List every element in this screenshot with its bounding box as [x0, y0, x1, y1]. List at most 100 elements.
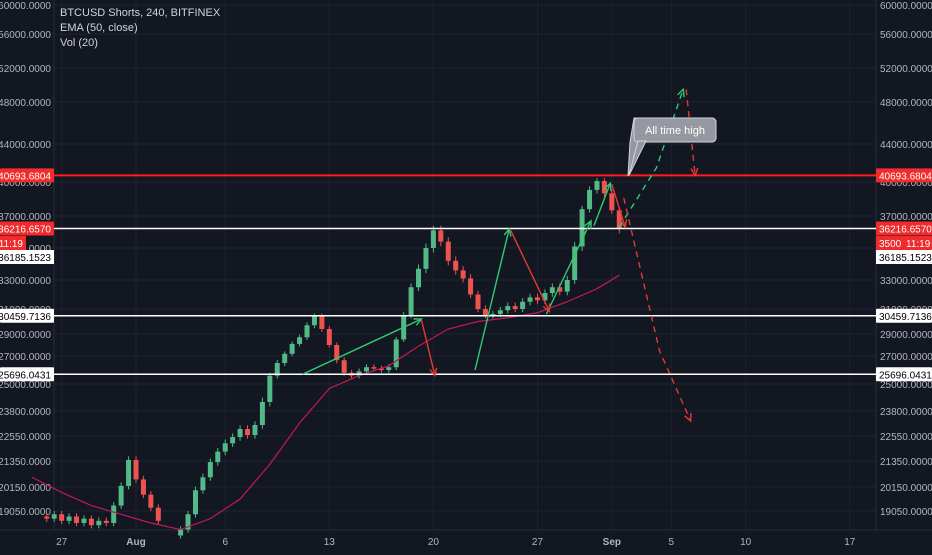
level-price-tag — [876, 308, 932, 323]
candle-body — [207, 462, 213, 478]
candle-body — [475, 294, 481, 309]
swing-arrow-up-head — [503, 227, 512, 237]
level-price-tag — [876, 221, 932, 236]
candle-body — [460, 270, 466, 279]
y-tick-label-right: 56000.0000 — [880, 30, 932, 41]
y-tick-label-right: 60000.0000 — [880, 1, 932, 12]
swing-arrow-up-head — [584, 219, 592, 229]
swing-arrow-down — [611, 184, 626, 228]
candle-body — [81, 518, 87, 523]
swing-arrow-down-head — [542, 303, 551, 313]
candle-body — [282, 353, 288, 363]
candle-body — [311, 316, 317, 326]
candle-body — [245, 429, 251, 435]
candle-body — [111, 505, 117, 523]
swing-arrow-up — [302, 318, 422, 375]
level-price-label: 25696.0431 — [879, 370, 932, 381]
projection-down-arrow — [623, 197, 692, 422]
candle-body — [200, 477, 206, 491]
y-tick-label-right: 52000.0000 — [880, 64, 932, 75]
candle-body — [178, 529, 184, 536]
candle-body — [572, 246, 578, 280]
candle-body — [557, 287, 563, 292]
y-tick-label-left: 33000.0000 — [0, 276, 51, 287]
callout-box — [633, 117, 717, 143]
y-tick-label-left: 37000.0000 — [0, 212, 51, 223]
level-price-label: 25696.0431 — [0, 370, 51, 381]
candle-body — [304, 325, 310, 338]
candle-body — [88, 518, 94, 526]
candle-body — [252, 425, 258, 435]
y-tick-label-right: 33000.0000 — [880, 276, 932, 287]
candle-body — [423, 248, 429, 269]
price-tag-label: 11:19 — [0, 239, 23, 250]
level-price-label: 30459.7136 — [0, 312, 51, 323]
candle-body — [51, 514, 57, 519]
candle-body — [408, 287, 414, 316]
candle-body — [140, 479, 146, 495]
candle-body — [222, 443, 228, 452]
swing-arrow-up-head — [413, 318, 423, 326]
level-price-label: 36216.6570 — [879, 225, 932, 236]
y-tick-label-left: 21350.0000 — [0, 457, 51, 468]
level-price-tag — [876, 367, 932, 382]
candle-body — [609, 193, 615, 211]
candle-body — [185, 514, 191, 530]
candle-body — [393, 339, 399, 368]
candle-body — [438, 230, 444, 242]
price-tag-label: 36185.1523 — [0, 253, 51, 264]
level-price-label: 36216.6570 — [0, 225, 51, 236]
x-tick-label: 10 — [740, 537, 752, 548]
y-tick-label-right: 29000.0000 — [880, 330, 932, 341]
candle-body — [289, 343, 295, 354]
candle-body — [527, 297, 533, 302]
swing-arrow-down-head — [429, 367, 438, 378]
candle-body — [334, 345, 340, 361]
price-tag — [0, 250, 54, 264]
y-tick-label-left: 22550.0000 — [0, 432, 51, 443]
y-tick-label-left: 52000.0000 — [0, 64, 51, 75]
x-tick-label: 13 — [324, 537, 336, 548]
chart-legend: BTCUSD Shorts, 240, BITFINEX EMA (50, cl… — [60, 6, 220, 51]
y-tick-label-right: 48000.0000 — [880, 98, 932, 109]
candle-body — [341, 360, 347, 373]
candle-body — [512, 306, 518, 309]
candle-body — [66, 516, 72, 521]
price-tag-label: 3500 — [879, 239, 902, 250]
price-tag — [876, 236, 932, 250]
x-tick-label: 6 — [222, 537, 228, 548]
y-tick-label-left: 23800.0000 — [0, 407, 51, 418]
candle-body — [237, 429, 243, 438]
swing-arrow-up — [593, 182, 612, 226]
candle-body — [192, 490, 198, 515]
swing-arrow-down — [420, 320, 436, 376]
y-tick-label-left: 27000.0000 — [0, 352, 51, 363]
x-tick-label: 27 — [532, 537, 544, 548]
x-tick-label: 5 — [669, 537, 675, 548]
candle-body — [564, 280, 570, 292]
y-tick-label-right: 22550.0000 — [880, 432, 932, 443]
candle-body — [430, 230, 436, 248]
y-tick-label-right: 23800.0000 — [880, 407, 932, 418]
candle-body — [59, 514, 65, 521]
y-tick-label-right: 19050.0000 — [880, 507, 932, 518]
legend-ema: EMA (50, close) — [60, 22, 138, 34]
projection-up-arrow — [618, 89, 684, 228]
candle-body — [549, 287, 555, 294]
candle-body — [371, 367, 377, 369]
price-tag — [0, 236, 26, 250]
candle-body — [44, 516, 50, 519]
candle-body — [542, 293, 548, 301]
candle-body — [259, 402, 265, 425]
swing-arrow-up-head — [604, 181, 612, 192]
y-tick-label-right: 27000.0000 — [880, 352, 932, 363]
candle-body — [363, 367, 369, 372]
y-tick-label-right: 40000.0000 — [880, 178, 932, 189]
y-tick-label-left: 25000.0000 — [0, 380, 51, 391]
candle-body — [118, 485, 124, 506]
y-tick-label-right: 44000.0000 — [880, 140, 932, 151]
x-tick-label: 17 — [844, 537, 856, 548]
